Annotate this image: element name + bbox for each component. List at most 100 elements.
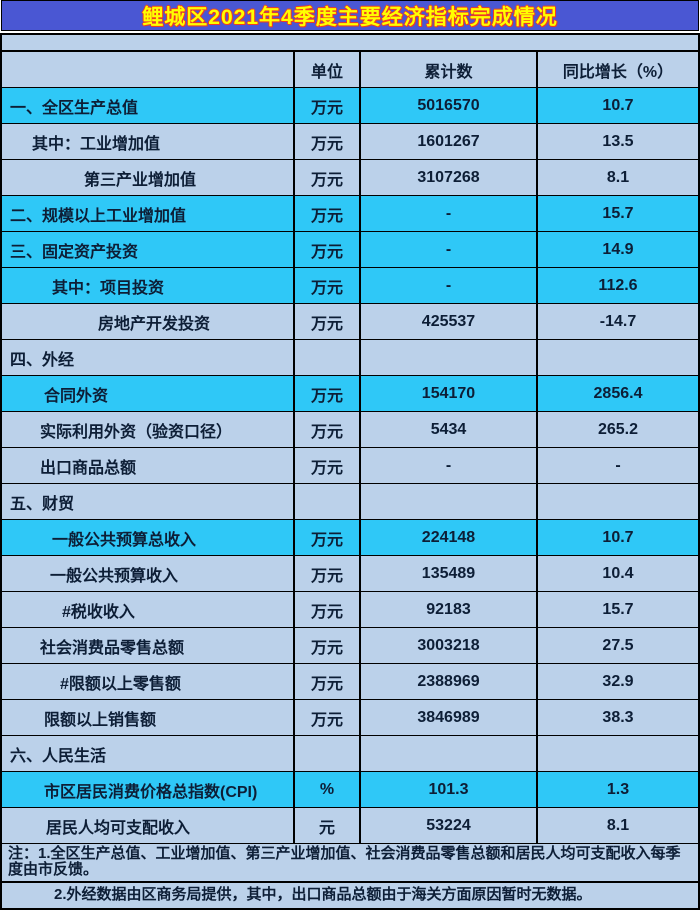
cell-unit: 万元	[293, 124, 359, 159]
cell-unit: 万元	[293, 268, 359, 303]
cell-name: 六、人民生活	[10, 747, 107, 765]
empty-strip	[2, 35, 698, 52]
cell-value: 3003218	[359, 628, 536, 663]
table-row: 其中：项目投资 万元 -112.6	[2, 267, 698, 303]
table-row: 合同外资 万元 154170 2856.4	[2, 375, 698, 411]
cell-value: 92183	[359, 592, 536, 627]
cell-name: 市区居民消费价格总指数(CPI)	[44, 783, 258, 801]
cell-name: 居民人均可支配收入	[46, 819, 191, 837]
cell-unit	[293, 340, 359, 375]
table-row: 出口商品总额 万元 - -	[2, 447, 698, 483]
cell-name: #限额以上零售额	[60, 675, 181, 693]
cell-unit: %	[293, 772, 359, 807]
cell-unit: 元	[293, 808, 359, 843]
table-row: 一般公共预算总收入 万元 224148 10.7	[2, 519, 698, 555]
cell-name: 二、规模以上工业增加值	[10, 207, 187, 225]
cell-unit: 万元	[293, 628, 359, 663]
table-row: 居民人均可支配收入 元 53224 8.1	[2, 807, 698, 843]
cell-unit: 万元	[293, 412, 359, 447]
cell-unit: 万元	[293, 448, 359, 483]
cell-growth: 8.1	[536, 160, 698, 195]
table-row: #限额以上零售额 万元 2388969 32.9	[2, 663, 698, 699]
header-growth: 同比增长（%）	[536, 52, 698, 87]
cell-name: 其中：工业增加值	[32, 135, 161, 153]
cell-name: #税收收入	[62, 603, 135, 621]
cell-value: 5016570	[359, 88, 536, 123]
cell-name: 限额以上销售额	[44, 711, 157, 729]
table-body: 一、全区生产总值 万元 5016570 10.7 其中：工业增加值 万元 1601267 13…	[2, 87, 698, 843]
table-row: 限额以上销售额 万元 3846989 38.3	[2, 699, 698, 735]
cell-name: 五、财贸	[10, 495, 75, 513]
cell-growth: 15.7	[536, 592, 698, 627]
page-title: 鲤城区2021年4季度主要经济指标完成情况	[142, 5, 558, 29]
cell-value	[359, 484, 536, 519]
cell-growth	[536, 340, 698, 375]
cell-growth: -	[536, 448, 698, 483]
report-title-bar: 鲤城区2021年4季度主要经济指标完成情况	[1, 0, 699, 31]
table-header-row: 单位 累计数 同比增长（%）	[2, 52, 698, 87]
cell-value: 101.3	[359, 772, 536, 807]
cell-unit: 万元	[293, 592, 359, 627]
cell-growth	[536, 736, 698, 771]
cell-growth	[536, 484, 698, 519]
cell-value: 154170	[359, 376, 536, 411]
note-2: 2.外经数据由区商务局提供，其中，出口商品总额由于海关方面原因暂时无数据。	[2, 881, 698, 908]
cell-value	[359, 736, 536, 771]
table-row: 五、财贸	[2, 483, 698, 519]
cell-value: -	[359, 268, 536, 303]
cell-value: -	[359, 196, 536, 231]
table-row: 市区居民消费价格总指数(CPI)% 101.3 1.3	[2, 771, 698, 807]
cell-value: 53224	[359, 808, 536, 843]
cell-unit: 万元	[293, 664, 359, 699]
cell-unit: 万元	[293, 196, 359, 231]
table-row: 六、人民生活	[2, 735, 698, 771]
cell-value: 135489	[359, 556, 536, 591]
table-row: 实际利用外资（验资口径） 万元 5434 265.2	[2, 411, 698, 447]
cell-value: 3846989	[359, 700, 536, 735]
cell-value: 224148	[359, 520, 536, 555]
cell-unit: 万元	[293, 556, 359, 591]
cell-name: 一、全区生产总值	[10, 99, 139, 117]
cell-growth: 13.5	[536, 124, 698, 159]
cell-unit: 万元	[293, 376, 359, 411]
header-cumulative: 累计数	[359, 52, 536, 87]
cell-name: 三、固定资产投资	[10, 243, 139, 261]
cell-unit: 万元	[293, 232, 359, 267]
header-indicator	[2, 52, 293, 87]
cell-growth: 10.4	[536, 556, 698, 591]
cell-value: -	[359, 232, 536, 267]
cell-value: -	[359, 448, 536, 483]
table-row: 第三产业增加值 万元 3107268 8.1	[2, 159, 698, 195]
cell-name: 合同外资	[44, 387, 109, 405]
cell-growth: 2856.4	[536, 376, 698, 411]
cell-growth: 38.3	[536, 700, 698, 735]
cell-value: 425537	[359, 304, 536, 339]
cell-growth: 10.7	[536, 520, 698, 555]
cell-unit: 万元	[293, 700, 359, 735]
cell-growth: 27.5	[536, 628, 698, 663]
table-row: 房地产开发投资 万元 425537 -14.7	[2, 303, 698, 339]
cell-value: 5434	[359, 412, 536, 447]
table-row: 三、固定资产投资 万元 -14.9	[2, 231, 698, 267]
cell-growth: -14.7	[536, 304, 698, 339]
cell-growth: 10.7	[536, 88, 698, 123]
cell-growth: 32.9	[536, 664, 698, 699]
cell-name: 其中：项目投资	[52, 279, 165, 297]
cell-growth: 112.6	[536, 268, 698, 303]
cell-growth: 14.9	[536, 232, 698, 267]
cell-value	[359, 340, 536, 375]
cell-unit: 万元	[293, 520, 359, 555]
cell-growth: 8.1	[536, 808, 698, 843]
header-unit: 单位	[293, 52, 359, 87]
cell-growth: 1.3	[536, 772, 698, 807]
cell-growth: 15.7	[536, 196, 698, 231]
cell-unit	[293, 484, 359, 519]
cell-name: 出口商品总额	[40, 459, 137, 477]
table-row: #税收收入 万元 92183 15.7	[2, 591, 698, 627]
cell-name: 四、外经	[10, 351, 75, 369]
cell-name: 一般公共预算总收入	[52, 531, 197, 549]
table-row: 一、全区生产总值 万元 5016570 10.7	[2, 87, 698, 123]
note-1: 注：1.全区生产总值、工业增加值、第三产业增加值、社会消费品零售总额和居民人均可…	[2, 843, 698, 881]
cell-unit: 万元	[293, 88, 359, 123]
